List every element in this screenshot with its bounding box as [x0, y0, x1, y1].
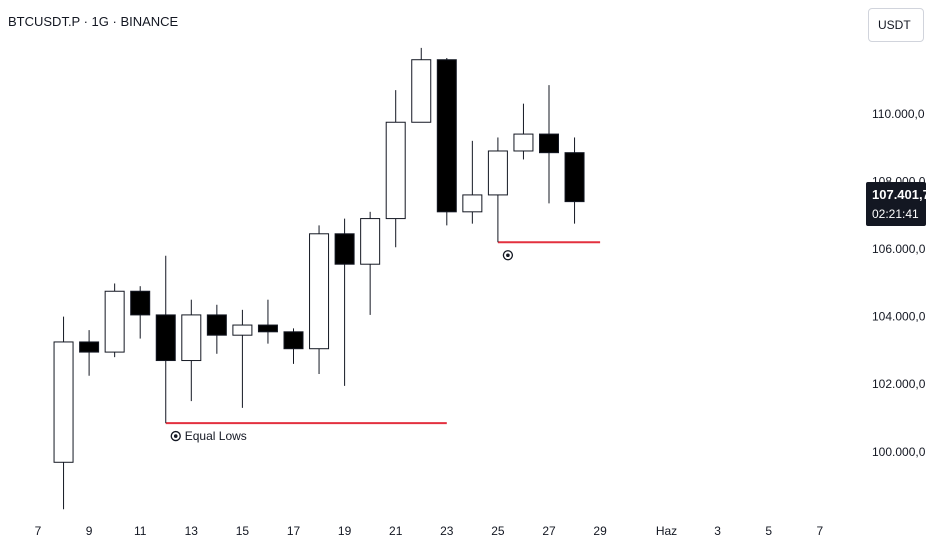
x-tick-label: 7	[35, 524, 42, 538]
candle-16	[257, 299, 278, 344]
candle-body	[79, 341, 100, 353]
candle-27	[539, 85, 559, 204]
candle-17	[283, 328, 304, 364]
candle-26	[513, 103, 534, 160]
candle-8	[53, 316, 74, 510]
candle-15	[232, 309, 253, 408]
target-icon	[502, 250, 514, 261]
candle-body	[104, 290, 125, 353]
candle-20	[360, 211, 381, 315]
candle-13	[181, 299, 202, 402]
current-price-label: 107.401,7	[872, 187, 930, 202]
x-tick-label: 5	[765, 524, 772, 538]
x-tick-label: 23	[440, 524, 454, 538]
y-tick-label: 104.000,0	[872, 310, 926, 324]
x-tick-label: 3	[714, 524, 721, 538]
candle-body	[385, 121, 406, 220]
candle-24	[462, 140, 483, 224]
x-tick-label: 11	[134, 524, 147, 538]
candle-22	[411, 47, 432, 123]
candle-23	[436, 58, 457, 226]
x-tick-label: 29	[593, 524, 607, 538]
candle-body	[232, 324, 253, 336]
candle-body	[130, 290, 151, 316]
y-tick-label: 106.000,0	[872, 242, 926, 256]
x-tick-label: Haz	[656, 524, 677, 538]
y-tick-label: 110.000,0	[872, 107, 925, 121]
candle-body	[360, 218, 381, 265]
x-tick-label: 15	[236, 524, 250, 538]
candle-body	[539, 133, 559, 154]
candle-body	[257, 324, 278, 333]
candle-body	[155, 314, 176, 362]
candle-body	[411, 59, 432, 123]
candle-body	[181, 314, 202, 362]
candle-body	[564, 152, 585, 203]
y-tick-label: 100.000,0	[872, 445, 926, 459]
symbol-title[interactable]: BTCUSDT.P · 1G · BINANCE	[8, 14, 179, 29]
candle-28	[564, 137, 585, 224]
candle-12	[155, 255, 176, 424]
equal-lows-label: Equal Lows	[185, 429, 247, 443]
candle-body	[436, 59, 457, 213]
x-tick-label: 13	[185, 524, 199, 538]
x-tick-label: 17	[287, 524, 301, 538]
candle-11	[130, 286, 151, 339]
candle-body	[334, 233, 355, 265]
candle-21	[385, 90, 406, 248]
candle-body	[53, 341, 74, 463]
candle-body	[462, 194, 483, 213]
target-icon	[170, 430, 181, 442]
candle-body	[487, 150, 508, 196]
currency-button[interactable]: USDT	[868, 8, 924, 42]
x-tick-label: 27	[542, 524, 556, 538]
candle-9	[79, 330, 100, 376]
x-tick-label: 7	[816, 524, 823, 538]
candle-19	[334, 218, 355, 386]
candle-body	[206, 314, 227, 336]
current-price-tag: 107.401,7 02:21:41	[866, 182, 930, 226]
candle-body	[283, 331, 304, 350]
x-tick-label: 25	[491, 524, 505, 538]
candle-18	[309, 225, 330, 375]
candle-10	[104, 283, 125, 358]
x-tick-label: 9	[86, 524, 93, 538]
candle-body	[309, 233, 330, 350]
x-tick-label: 21	[389, 524, 403, 538]
candle-25	[487, 137, 508, 243]
x-tick-label: 19	[338, 524, 352, 538]
y-tick-label: 102.000,0	[872, 377, 926, 391]
candle-14	[206, 304, 227, 354]
candle-body	[513, 133, 534, 152]
bar-countdown-label: 02:21:41	[872, 207, 919, 221]
